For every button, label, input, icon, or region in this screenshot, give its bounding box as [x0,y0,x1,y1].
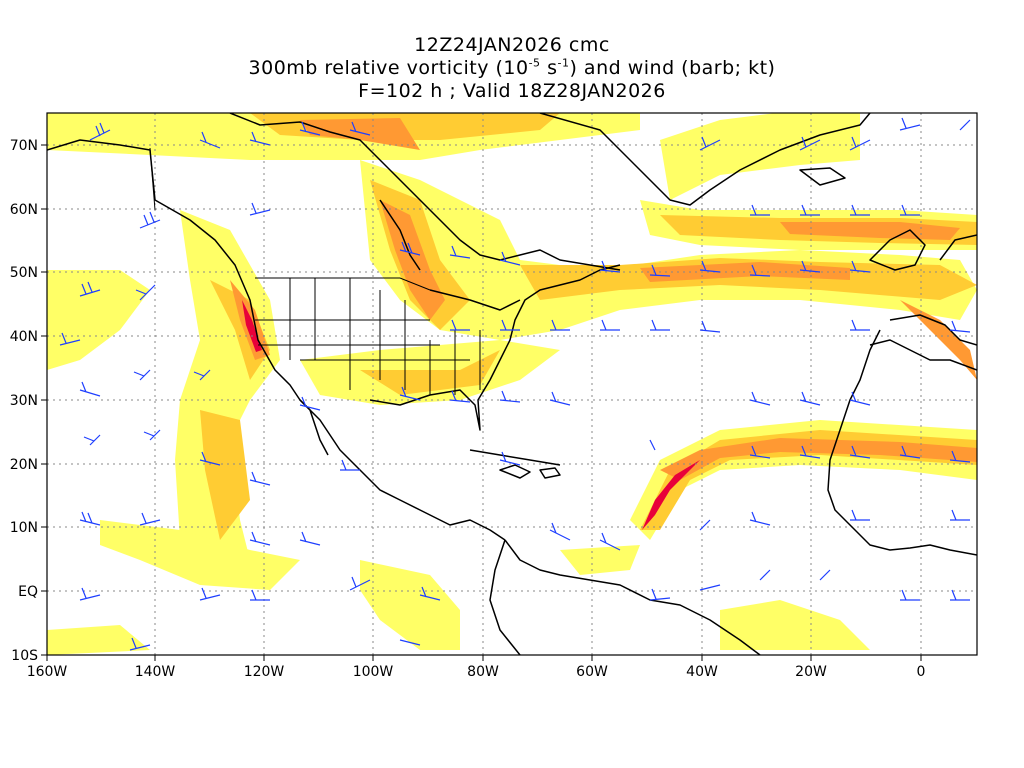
lat-tick-label: 20N [10,457,38,473]
lat-tick-label: 40N [10,329,38,345]
longitude-labels: 160W 140W 120W 100W 80W 60W 40W 20W 0 [27,664,926,680]
vorticity-shading-peak [242,300,700,530]
valid-time-label: F=102 h ; Valid 18Z28JAN2026 [358,80,666,102]
lat-tick-label: EQ [18,584,38,600]
map-plot-area [47,113,977,655]
lon-tick-label: 40W [686,664,718,680]
lon-tick-label: 120W [244,664,285,680]
subtitle-post: ) and wind (barb; kt) [569,57,776,79]
us-state-borders [149,147,481,395]
subtitle-pre: 300mb relative vorticity (10 [248,57,529,79]
lon-tick-label: 100W [353,664,394,680]
lat-tick-label: 10S [11,648,38,664]
lon-tick-label: 140W [135,664,176,680]
vorticity-shading-low [47,113,977,655]
lat-tick-label: 30N [10,393,38,409]
lat-lon-grid [47,113,977,655]
vorticity-shading-mid [200,113,977,540]
lat-tick-label: 60N [10,202,38,218]
subtitle-exponent-1: -5 [528,56,541,70]
lon-tick-label: 160W [27,664,68,680]
chart-subtitle: 300mb relative vorticity (10-5 s-1) and … [0,57,1024,79]
lat-tick-label: 70N [10,138,38,154]
chart-title: 12Z24JAN2026 cmc [414,34,610,56]
subtitle-mid: s [540,57,558,79]
axis-ticks [41,144,922,661]
coastlines [47,113,977,655]
subtitle-exponent-2: -1 [557,56,570,70]
wind-barbs [59,117,971,651]
lon-tick-label: 80W [467,664,499,680]
lat-tick-label: 10N [10,520,38,536]
plot-frame [46,112,978,656]
latitude-labels: 70N 60N 50N 40N 30N 20N 10N EQ 10S [10,138,38,664]
lon-tick-label: 0 [917,664,926,680]
lon-tick-label: 60W [576,664,608,680]
lon-tick-label: 20W [795,664,827,680]
lat-tick-label: 50N [10,265,38,281]
